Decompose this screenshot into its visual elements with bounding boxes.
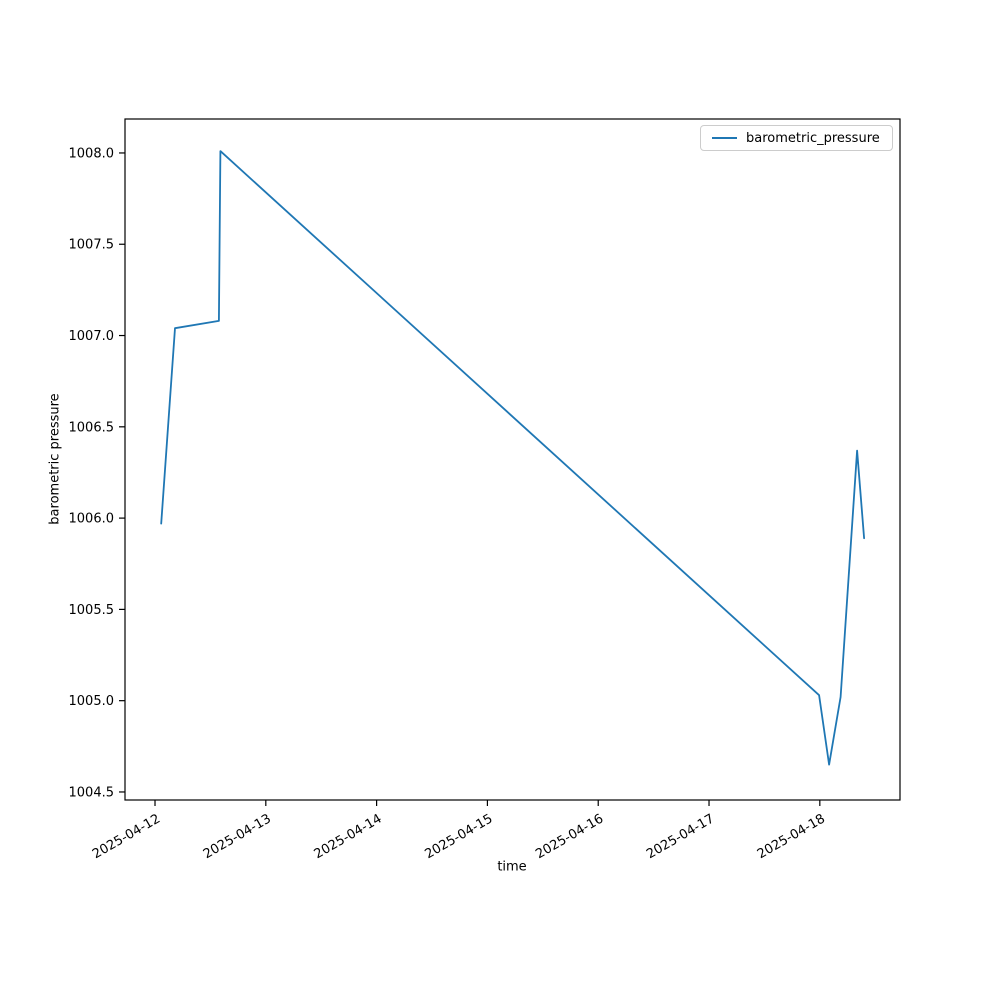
x-tick-label: 2025-04-15: [422, 811, 495, 862]
y-tick-label: 1007.0: [69, 329, 115, 344]
x-tick-label: 2025-04-14: [312, 811, 385, 862]
legend-label: barometric_pressure: [746, 130, 880, 146]
x-tick-label: 2025-04-13: [201, 811, 274, 862]
y-tick-label: 1005.5: [69, 603, 115, 618]
y-tick-label: 1007.5: [69, 238, 115, 253]
plot-frame: [124, 118, 901, 801]
legend: barometric_pressure: [700, 125, 893, 151]
legend-line-sample: [712, 137, 737, 139]
y-tick-label: 1005.0: [69, 694, 115, 709]
y-axis-title: barometric pressure: [47, 393, 63, 525]
y-tick-label: 1004.5: [69, 785, 115, 800]
x-axis-title: time: [497, 859, 527, 875]
x-tick-label: 2025-04-16: [533, 811, 606, 862]
x-tick-label: 2025-04-17: [644, 811, 717, 862]
y-tick-label: 1008.0: [69, 146, 115, 161]
y-tick-label: 1006.0: [69, 512, 115, 527]
x-tick-label: 2025-04-18: [755, 811, 828, 862]
x-tick-label: 2025-04-12: [90, 811, 163, 862]
data-line-barometric_pressure: [160, 150, 865, 766]
y-tick-label: 1006.5: [69, 420, 115, 435]
